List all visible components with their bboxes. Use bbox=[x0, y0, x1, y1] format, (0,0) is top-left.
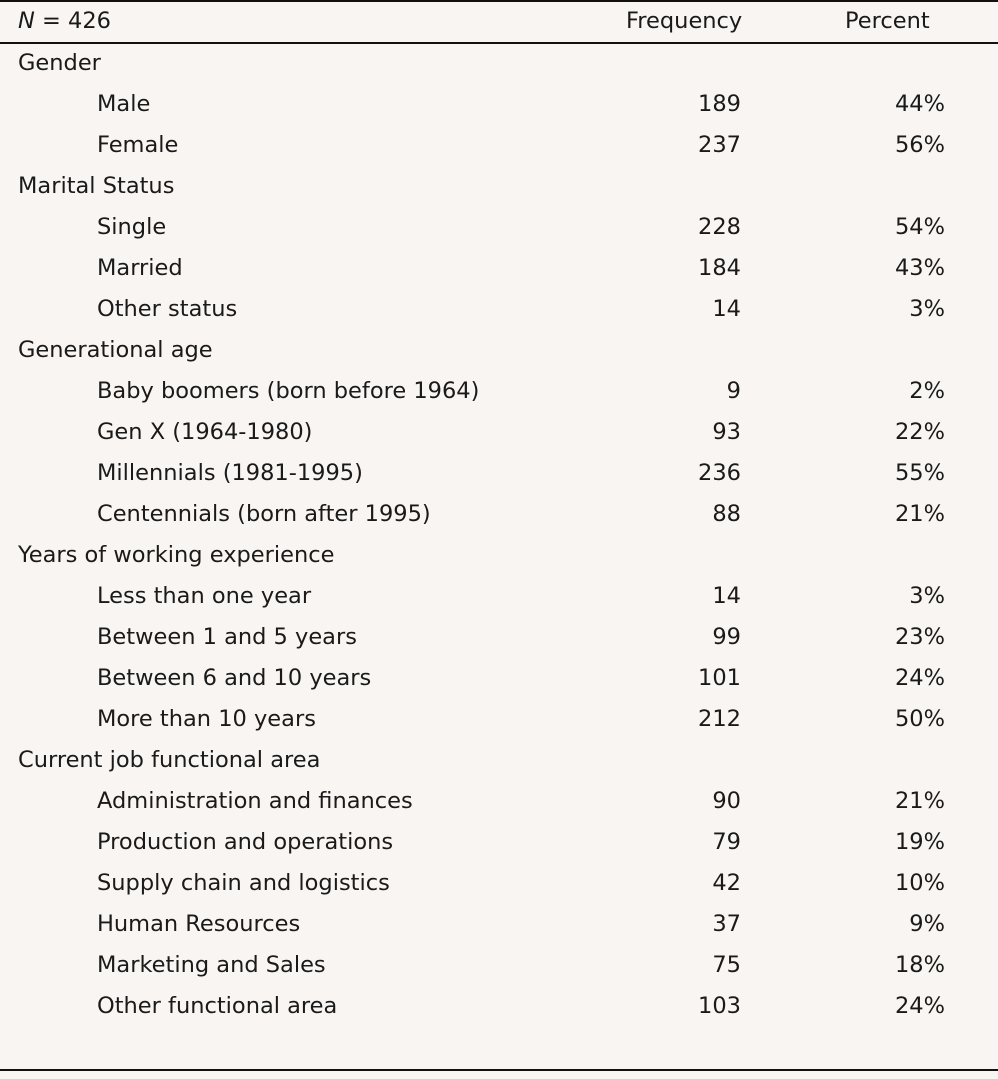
row-percent: 54% bbox=[894, 214, 945, 240]
row-percent: 3% bbox=[909, 583, 945, 609]
row-frequency: 90 bbox=[712, 788, 741, 814]
row-label: Administration and finances bbox=[97, 788, 413, 814]
table-row: Production and operations 79 19% bbox=[0, 822, 998, 863]
row-label: Human Resources bbox=[97, 911, 301, 937]
table-row: Married 184 43% bbox=[0, 248, 998, 289]
table-row: Supply chain and logistics 42 10% bbox=[0, 863, 998, 904]
row-percent: 21% bbox=[894, 788, 945, 814]
row-label: Single bbox=[97, 214, 167, 240]
group-row: Marital Status bbox=[0, 166, 998, 207]
header-rule bbox=[0, 42, 998, 44]
row-percent: 55% bbox=[894, 460, 945, 486]
row-frequency: 93 bbox=[712, 419, 741, 445]
top-rule bbox=[0, 0, 998, 2]
row-percent: 9% bbox=[909, 911, 945, 937]
row-percent: 18% bbox=[894, 952, 945, 978]
row-percent: 19% bbox=[894, 829, 945, 855]
table-row: Human Resources 37 9% bbox=[0, 904, 998, 945]
row-frequency: 237 bbox=[698, 132, 741, 158]
table-row: Other status 14 3% bbox=[0, 289, 998, 330]
row-percent: 3% bbox=[909, 296, 945, 322]
row-frequency: 79 bbox=[712, 829, 741, 855]
table-row: Between 6 and 10 years 101 24% bbox=[0, 658, 998, 699]
row-percent: 24% bbox=[894, 993, 945, 1019]
row-percent: 2% bbox=[909, 378, 945, 404]
row-frequency: 42 bbox=[712, 870, 741, 896]
row-percent: 44% bbox=[894, 91, 945, 117]
row-frequency: 184 bbox=[698, 255, 741, 281]
row-frequency: 212 bbox=[698, 706, 741, 732]
header-percent: Percent bbox=[845, 8, 930, 34]
row-label: Marketing and Sales bbox=[97, 952, 326, 978]
row-percent: 10% bbox=[894, 870, 945, 896]
row-percent: 24% bbox=[894, 665, 945, 691]
row-frequency: 189 bbox=[698, 91, 741, 117]
row-frequency: 37 bbox=[712, 911, 741, 937]
group-row: Years of working experience bbox=[0, 535, 998, 576]
row-label: Between 6 and 10 years bbox=[97, 665, 372, 691]
row-frequency: 14 bbox=[712, 296, 741, 322]
table-row: Less than one year 14 3% bbox=[0, 576, 998, 617]
row-frequency: 75 bbox=[712, 952, 741, 978]
bottom-rule bbox=[0, 1069, 998, 1071]
table-row: Gen X (1964-1980) 93 22% bbox=[0, 412, 998, 453]
row-percent: 50% bbox=[894, 706, 945, 732]
table-row: Between 1 and 5 years 99 23% bbox=[0, 617, 998, 658]
header-frequency: Frequency bbox=[626, 8, 743, 34]
group-row: Generational age bbox=[0, 330, 998, 371]
table-row: Millennials (1981-1995) 236 55% bbox=[0, 453, 998, 494]
group-label: Years of working experience bbox=[18, 542, 335, 568]
row-label: Centennials (born after 1995) bbox=[97, 501, 431, 527]
row-frequency: 14 bbox=[712, 583, 741, 609]
row-frequency: 236 bbox=[698, 460, 741, 486]
group-label: Generational age bbox=[18, 337, 213, 363]
row-label: Other functional area bbox=[97, 993, 338, 1019]
row-frequency: 228 bbox=[698, 214, 741, 240]
row-percent: 56% bbox=[894, 132, 945, 158]
row-frequency: 99 bbox=[712, 624, 741, 650]
table-row: Single 228 54% bbox=[0, 207, 998, 248]
row-label: Millennials (1981-1995) bbox=[97, 460, 363, 486]
row-label: Baby boomers (born before 1964) bbox=[97, 378, 480, 404]
row-label: Female bbox=[97, 132, 179, 158]
n-value: = 426 bbox=[42, 8, 111, 34]
table-row: Male 189 44% bbox=[0, 84, 998, 125]
table-row: More than 10 years 212 50% bbox=[0, 699, 998, 740]
group-row: Gender bbox=[0, 43, 998, 84]
row-frequency: 9 bbox=[726, 378, 741, 404]
table-header: N = 426 Frequency Percent bbox=[0, 1, 998, 42]
table-row: Other functional area 103 24% bbox=[0, 986, 998, 1027]
n-symbol: N bbox=[18, 8, 35, 34]
sample-size: N = 426 bbox=[18, 1, 111, 42]
table-row: Female 237 56% bbox=[0, 125, 998, 166]
table-row: Marketing and Sales 75 18% bbox=[0, 945, 998, 986]
group-row: Current job functional area bbox=[0, 740, 998, 781]
row-label: Between 1 and 5 years bbox=[97, 624, 357, 650]
row-label: Less than one year bbox=[97, 583, 312, 609]
group-label: Current job functional area bbox=[18, 747, 321, 773]
row-percent: 22% bbox=[894, 419, 945, 445]
row-label: Male bbox=[97, 91, 151, 117]
table-row: Administration and finances 90 21% bbox=[0, 781, 998, 822]
row-label: Other status bbox=[97, 296, 238, 322]
row-label: More than 10 years bbox=[97, 706, 316, 732]
row-frequency: 88 bbox=[712, 501, 741, 527]
group-label: Marital Status bbox=[18, 173, 175, 199]
row-label: Production and operations bbox=[97, 829, 394, 855]
row-label: Supply chain and logistics bbox=[97, 870, 390, 896]
table-row: Centennials (born after 1995) 88 21% bbox=[0, 494, 998, 535]
row-percent: 21% bbox=[894, 501, 945, 527]
row-frequency: 103 bbox=[698, 993, 741, 1019]
row-percent: 23% bbox=[894, 624, 945, 650]
table-row: Baby boomers (born before 1964) 9 2% bbox=[0, 371, 998, 412]
group-label: Gender bbox=[18, 50, 101, 76]
row-label: Married bbox=[97, 255, 183, 281]
row-label: Gen X (1964-1980) bbox=[97, 419, 313, 445]
row-frequency: 101 bbox=[698, 665, 741, 691]
row-percent: 43% bbox=[894, 255, 945, 281]
